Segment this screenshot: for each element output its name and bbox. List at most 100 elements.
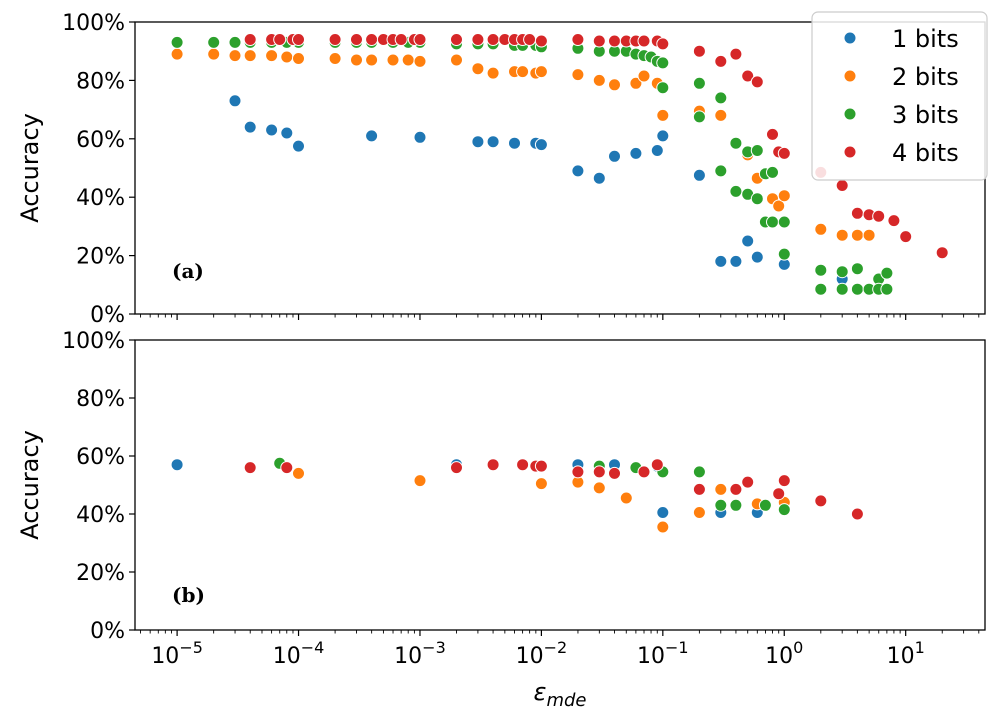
point-2-bits bbox=[170, 47, 184, 61]
point-4-bits bbox=[273, 33, 287, 46]
point-3-bits bbox=[850, 262, 864, 276]
point-3-bits bbox=[850, 282, 864, 296]
point-2-bits bbox=[207, 47, 221, 61]
point-3-bits bbox=[766, 165, 779, 179]
point-4-bits bbox=[592, 34, 606, 48]
point-1-bits bbox=[729, 254, 743, 268]
point-1-bits bbox=[650, 144, 664, 157]
point-4-bits bbox=[571, 33, 585, 46]
point-4-bits bbox=[350, 33, 363, 46]
x-axis-label: εmde bbox=[533, 678, 586, 711]
point-3-bits bbox=[729, 184, 743, 198]
point-4-bits bbox=[243, 461, 257, 475]
y-tick-label: 60% bbox=[76, 445, 125, 470]
point-1-bits bbox=[741, 234, 755, 248]
point-3-bits bbox=[692, 110, 706, 124]
point-4-bits bbox=[243, 33, 257, 46]
point-3-bits bbox=[207, 35, 221, 49]
point-2-bits bbox=[350, 53, 363, 67]
point-1-bits bbox=[592, 171, 606, 185]
point-2-bits bbox=[516, 65, 530, 79]
point-2-bits bbox=[862, 228, 876, 242]
x-tick-label: 10−5 bbox=[151, 638, 203, 669]
point-1-bits bbox=[292, 139, 305, 153]
point-4-bits bbox=[486, 33, 500, 46]
point-2-bits bbox=[486, 66, 500, 80]
point-4-bits bbox=[777, 474, 791, 488]
y-tick-label: 0% bbox=[90, 303, 125, 328]
point-4-bits bbox=[692, 44, 706, 58]
point-4-bits bbox=[516, 458, 530, 472]
y-tick-label: 80% bbox=[76, 387, 125, 412]
point-4-bits bbox=[899, 230, 913, 244]
point-3-bits bbox=[880, 266, 894, 280]
point-1-bits bbox=[471, 135, 485, 149]
point-1-bits bbox=[508, 136, 521, 150]
point-1-bits bbox=[750, 250, 764, 264]
point-2-bits bbox=[592, 73, 606, 87]
point-2-bits bbox=[413, 54, 427, 68]
point-3-bits bbox=[814, 282, 828, 296]
panel-a-label: (a) bbox=[172, 259, 204, 283]
y-tick-label: 80% bbox=[76, 69, 125, 94]
point-4-bits bbox=[650, 458, 664, 472]
point-2-bits bbox=[619, 491, 633, 505]
x-tick-label: 10−3 bbox=[394, 638, 446, 669]
point-3-bits bbox=[714, 498, 728, 512]
y-tick-label: 40% bbox=[76, 186, 125, 211]
point-4-bits bbox=[328, 33, 342, 46]
point-4-bits bbox=[365, 33, 379, 46]
y-tick-label: 20% bbox=[76, 561, 125, 586]
panel-b-x-ticks: 10−5 10−4 10−3 10−2 10−1 100 101 bbox=[140, 630, 980, 669]
point-4-bits bbox=[471, 33, 485, 46]
legend-label: 4 bits bbox=[892, 139, 959, 167]
point-3-bits bbox=[692, 465, 706, 479]
legend-label: 2 bits bbox=[892, 63, 959, 91]
y-tick-label: 60% bbox=[76, 128, 125, 153]
point-4-bits bbox=[887, 214, 901, 228]
panel-b-points bbox=[170, 456, 864, 534]
point-2-bits bbox=[292, 466, 305, 480]
y-tick-label: 20% bbox=[76, 245, 125, 270]
legend: 1 bits 2 bits 3 bits 4 bits bbox=[811, 11, 988, 181]
panel-b-label: (b) bbox=[172, 583, 205, 607]
point-4-bits bbox=[656, 37, 670, 51]
point-4-bits bbox=[935, 246, 949, 260]
point-4-bits bbox=[741, 69, 755, 83]
point-2-bits bbox=[777, 189, 791, 203]
point-2-bits bbox=[450, 53, 463, 67]
point-3-bits bbox=[750, 144, 764, 157]
point-3-bits bbox=[714, 91, 728, 105]
y-tick-label: 40% bbox=[76, 503, 125, 528]
point-2-bits bbox=[835, 228, 849, 242]
point-2-bits bbox=[280, 50, 294, 64]
point-1-bits bbox=[714, 254, 728, 268]
point-4-bits bbox=[413, 33, 427, 46]
y-tick-label: 0% bbox=[90, 619, 125, 644]
point-1-bits bbox=[629, 146, 643, 160]
point-2-bits bbox=[265, 49, 279, 63]
point-4-bits bbox=[814, 494, 828, 508]
panel-a-y-ticks: 0% 20% 40% 60% 80% 100% bbox=[62, 11, 135, 328]
point-2-bits bbox=[471, 62, 485, 76]
panel-b-frame bbox=[134, 339, 986, 631]
point-1-bits bbox=[243, 120, 257, 134]
point-4-bits bbox=[772, 487, 786, 501]
legend-marker bbox=[843, 145, 857, 159]
point-4-bits bbox=[637, 465, 651, 479]
x-tick-label: 10−2 bbox=[516, 638, 568, 669]
point-2-bits bbox=[692, 506, 706, 519]
x-tick-label: 101 bbox=[887, 638, 925, 669]
point-3-bits bbox=[814, 263, 828, 277]
point-3-bits bbox=[766, 215, 779, 229]
point-3-bits bbox=[777, 503, 791, 517]
point-4-bits bbox=[741, 475, 755, 489]
point-4-bits bbox=[486, 458, 500, 472]
point-3-bits bbox=[170, 35, 184, 49]
point-4-bits bbox=[592, 465, 606, 479]
panel-a: 0% 20% 40% 60% 80% 100% Accuracy (a) 1 bits 2 … bbox=[16, 11, 988, 328]
panel-a-y-axis-label: Accuracy bbox=[16, 113, 44, 223]
point-2-bits bbox=[656, 108, 670, 122]
point-2-bits bbox=[228, 49, 242, 63]
point-4-bits bbox=[608, 466, 621, 480]
